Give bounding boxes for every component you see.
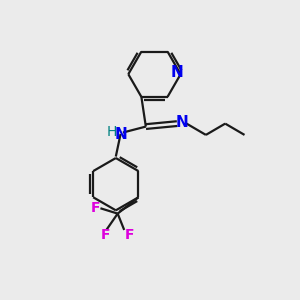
Text: N: N — [171, 65, 183, 80]
Text: N: N — [114, 127, 127, 142]
Text: F: F — [91, 201, 100, 215]
Text: H: H — [107, 124, 117, 139]
Text: N: N — [176, 115, 189, 130]
Text: F: F — [101, 228, 110, 242]
Text: F: F — [124, 228, 134, 242]
